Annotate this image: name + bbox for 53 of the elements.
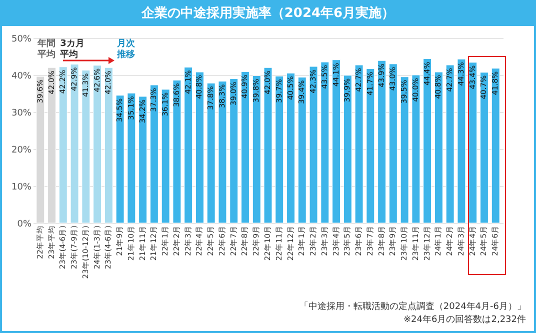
bar	[343, 75, 352, 224]
bar	[36, 76, 45, 224]
bar	[206, 82, 216, 224]
bar	[82, 70, 90, 224]
chart-title: 企業の中途採用実施率（2024年6月実施）	[2, 2, 534, 26]
annotation: 年間平均	[36, 38, 56, 60]
bar	[320, 62, 330, 224]
bar	[161, 89, 170, 224]
bar	[354, 64, 364, 224]
bar	[58, 66, 68, 224]
bar	[457, 58, 466, 224]
y-tick-label: 10%	[11, 182, 32, 192]
bar	[434, 72, 443, 224]
bar	[309, 66, 318, 224]
bar	[264, 67, 272, 224]
text: 「中途採用・転職活動の定点調査（2024年4月-6月）」	[299, 301, 526, 314]
bar	[480, 72, 488, 224]
bar	[468, 62, 478, 224]
bar	[172, 80, 182, 224]
y-tick-label: 30%	[11, 108, 32, 118]
bar	[400, 76, 409, 224]
bar	[93, 65, 102, 224]
y-tick-label: 40%	[11, 72, 32, 82]
y-tick-label: 50%	[11, 34, 32, 44]
bar	[252, 75, 261, 224]
bar	[241, 71, 250, 224]
bar	[48, 67, 56, 224]
bar	[491, 68, 500, 224]
text: ※24年6月の回答数は2,232件	[402, 314, 526, 327]
bar	[275, 76, 284, 224]
bar	[446, 64, 454, 224]
bar	[195, 72, 204, 224]
bar	[138, 96, 148, 224]
bar	[150, 84, 158, 224]
bar	[218, 81, 227, 224]
bar	[423, 58, 432, 224]
bar	[104, 67, 113, 224]
bar	[378, 60, 386, 224]
bar	[184, 66, 193, 224]
bar	[412, 74, 420, 224]
bar	[388, 64, 398, 224]
bar	[230, 78, 238, 224]
bar	[286, 72, 295, 224]
bar	[70, 64, 79, 224]
y-tick-label: 20%	[11, 146, 32, 156]
bar	[366, 68, 375, 224]
bar	[332, 60, 341, 224]
bar	[127, 92, 136, 224]
annotation: 3カ月平均	[59, 38, 84, 60]
y-tick-label: 0%	[17, 220, 32, 230]
bar	[298, 76, 306, 224]
bar	[116, 95, 124, 224]
annotation: 月次推移	[116, 38, 136, 60]
